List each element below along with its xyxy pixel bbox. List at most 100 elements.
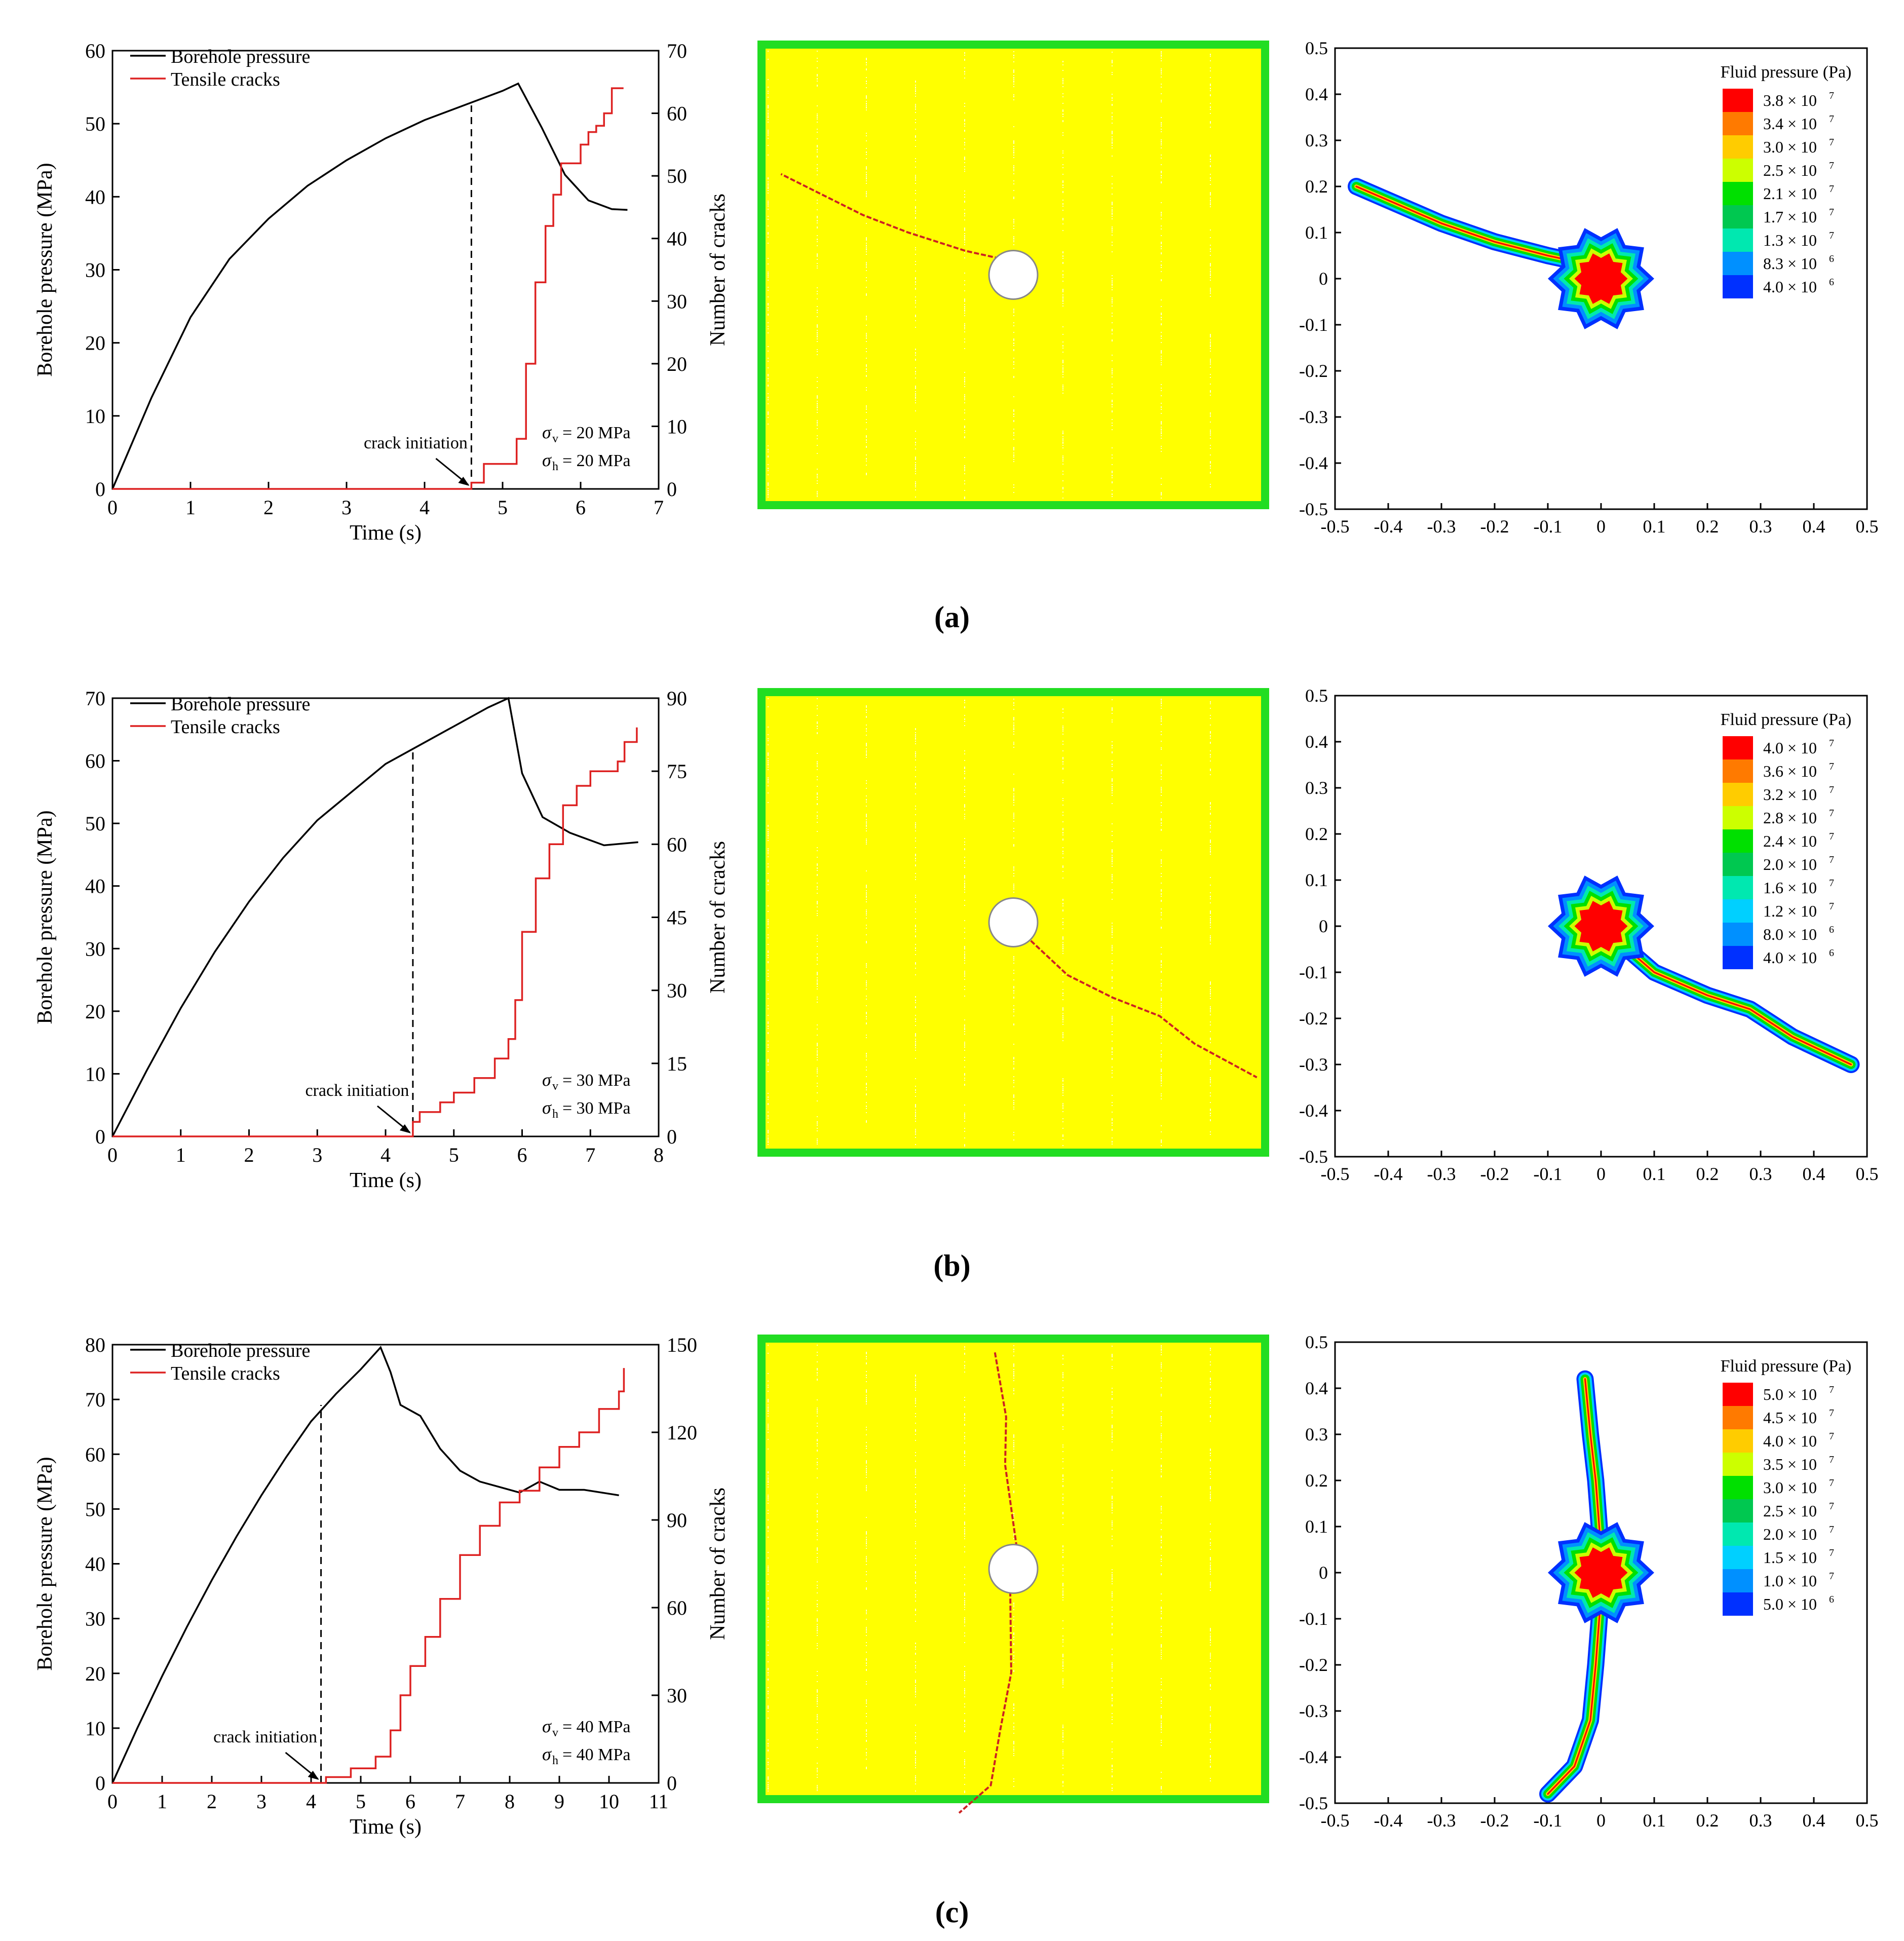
colorbar-exponent: 7	[1829, 1407, 1834, 1419]
y-tick-label: -0.3	[1299, 407, 1328, 427]
y-tick-label: -0.5	[1299, 499, 1328, 519]
x-tick-label: 4	[380, 1144, 391, 1166]
y-axis-label: Borehole pressure (MPa)	[33, 810, 57, 1024]
sigma-v-symbol: σ	[542, 1070, 552, 1090]
y-tick-label: 0.1	[1305, 870, 1328, 890]
colorbar-exponent: 7	[1829, 761, 1834, 772]
y-tick-label: -0.4	[1299, 1747, 1328, 1767]
y-tick-label: 10	[85, 1717, 105, 1740]
colorbar-label: 2.5 × 10	[1763, 1502, 1817, 1520]
x-tick-label: -0.5	[1321, 516, 1350, 537]
x-tick-label: -0.2	[1480, 1810, 1509, 1831]
annotation-arrowhead	[308, 1771, 319, 1780]
colorbar-swatch	[1723, 135, 1753, 159]
colorbar-label: 3.8 × 10	[1763, 91, 1817, 109]
y2-tick-label: 30	[667, 290, 687, 313]
wall-bottom	[757, 1795, 1269, 1803]
y2-axis-label: Number of cracks	[706, 194, 730, 346]
colorbar-swatch	[1723, 853, 1753, 876]
x-tick-label: -0.5	[1321, 1164, 1350, 1184]
colorbar-swatch	[1723, 1523, 1753, 1546]
panel-label-b: (b)	[933, 1249, 970, 1282]
y-tick-label: -0.2	[1299, 1655, 1328, 1675]
colorbar-label: 2.8 × 10	[1763, 809, 1817, 827]
colorbar-swatch	[1723, 205, 1753, 229]
colorbar-exponent: 7	[1829, 1431, 1834, 1442]
colorbar-exponent: 7	[1829, 1571, 1834, 1582]
colorbar-exponent: 6	[1829, 253, 1834, 264]
y2-tick-label: 90	[667, 687, 687, 710]
y-tick-label: 50	[85, 812, 105, 835]
colorbar-title: Fluid pressure (Pa)	[1721, 710, 1852, 729]
colorbar-swatch	[1723, 923, 1753, 946]
colorbar-label: 2.1 × 10	[1763, 184, 1817, 203]
y-tick-label: 0.4	[1305, 84, 1328, 104]
colorbar-title: Fluid pressure (Pa)	[1721, 1357, 1852, 1376]
sigma-h-subscript: h	[552, 460, 558, 473]
sigma-v-symbol: σ	[542, 422, 552, 442]
colorbar-swatch	[1723, 1453, 1753, 1476]
colorbar-label: 3.0 × 10	[1763, 138, 1817, 156]
x-tick-label: 0	[107, 1144, 118, 1166]
borehole	[988, 250, 1039, 300]
pressure-core-5	[1574, 901, 1628, 952]
x-tick-label: 8	[654, 1144, 664, 1166]
colorbar-label: 4.0 × 10	[1763, 739, 1817, 757]
sigma-v-subscript: v	[552, 1080, 558, 1093]
colorbar-swatch	[1723, 159, 1753, 182]
colorbar-swatch	[1723, 252, 1753, 275]
colorbar-exponent: 7	[1829, 878, 1834, 889]
colorbar-exponent: 7	[1829, 137, 1834, 148]
y2-tick-label: 0	[667, 1772, 677, 1795]
colorbar-label: 1.0 × 10	[1763, 1572, 1817, 1590]
legend-pressure-label: Borehole pressure	[171, 694, 310, 715]
x-tick-label: 1	[185, 496, 196, 519]
x-tick-label: 11	[649, 1790, 669, 1813]
y2-tick-label: 70	[667, 40, 687, 62]
y-tick-label: 10	[85, 1062, 105, 1085]
colorbar-swatch	[1723, 806, 1753, 829]
specimen-image-b	[757, 688, 1269, 1157]
y-tick-label: 0.1	[1305, 1516, 1328, 1537]
fracture-band-4	[1611, 934, 1852, 1065]
sigma-v-value: = 40 MPa	[562, 1718, 630, 1736]
sigma-h-value: = 20 MPa	[562, 451, 630, 470]
y-tick-label: 30	[85, 1608, 105, 1630]
x-tick-label: 4	[420, 496, 430, 519]
pressure-crack-chart-b: 0 1 2 3 4 5 6 7 80102030405060700153045607590Tim…	[33, 687, 730, 1192]
fluid-pressure-plot-a: -0.5 -0.4 -0.3 -0.2 -0.1 0 0.1 0.2 0.3 0.4 0.5 -0.5…	[1299, 38, 1879, 537]
colorbar-title: Fluid pressure (Pa)	[1721, 63, 1852, 82]
x-tick-label: -0.1	[1534, 1810, 1563, 1831]
x-tick-label: 6	[517, 1144, 527, 1166]
colorbar-swatch	[1723, 229, 1753, 252]
y-tick-label: -0.3	[1299, 1054, 1328, 1075]
colorbar-exponent: 7	[1829, 1547, 1834, 1558]
y2-tick-label: 75	[667, 760, 687, 783]
x-tick-label: 0.2	[1696, 1810, 1719, 1831]
colorbar-exponent: 7	[1829, 808, 1834, 819]
x-tick-label: 3	[312, 1144, 322, 1166]
y-tick-label: 30	[85, 259, 105, 282]
x-tick-label: 3	[341, 496, 352, 519]
crack-trace	[780, 173, 1021, 264]
x-tick-label: -0.4	[1374, 516, 1403, 537]
sigma-h-subscript: h	[552, 1108, 558, 1121]
colorbar-swatch	[1723, 1499, 1753, 1523]
y-tick-label: -0.1	[1299, 1609, 1328, 1629]
colorbar-label: 4.0 × 10	[1763, 278, 1817, 296]
y2-tick-label: 60	[667, 102, 687, 125]
colorbar-label: 5.0 × 10	[1763, 1385, 1817, 1403]
y-tick-label: 40	[85, 1553, 105, 1576]
wall-top	[757, 41, 1269, 49]
colorbar-label: 3.2 × 10	[1763, 785, 1817, 804]
colorbar-swatch	[1723, 1592, 1753, 1616]
y2-axis-label: Number of cracks	[706, 1488, 730, 1640]
colorbar-swatch	[1723, 1569, 1753, 1592]
tensile-cracks-line	[112, 1368, 625, 1784]
y-tick-label: 50	[85, 112, 105, 135]
wall-right	[1261, 1335, 1269, 1803]
colorbar-exponent: 6	[1829, 1594, 1834, 1605]
x-tick-label: 0.5	[1856, 516, 1879, 537]
borehole-pressure-line	[111, 697, 638, 1137]
y-tick-label: 40	[85, 875, 105, 898]
